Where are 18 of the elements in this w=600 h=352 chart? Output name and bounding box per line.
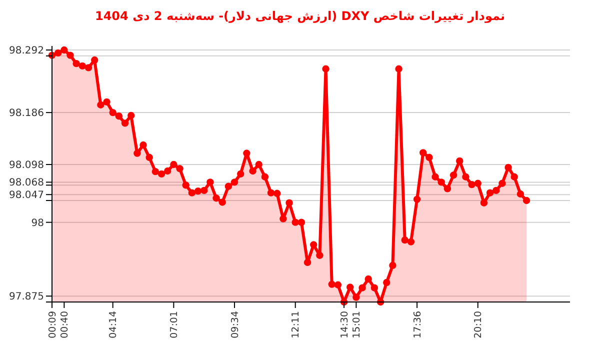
x-tick-label: 00:40 [59,311,70,338]
x-tick-label: 09:34 [230,311,241,338]
x-tick-label: 04:14 [108,311,120,338]
x-tick-label: 14:30 [339,311,350,338]
y-tick-label: 98.047 [9,190,44,202]
y-tick-label: 98.186 [9,108,44,120]
x-tick-label: 12:11 [290,311,302,338]
y-tick-label: 98.068 [9,178,44,189]
x-tick-label: 17:36 [412,311,424,338]
x-tick-label: 15:01 [352,311,363,338]
y-tick-label: 98 [31,218,44,229]
y-tick-label: 98.292 [9,46,44,56]
x-tick-label: 07:01 [169,311,180,338]
chart-title: نمودار تغییرات شاخص DXY (ارزش جهانی دلار)- سه‌شنبه 2 دی 1404 [94,9,506,23]
y-tick-label: 98.098 [9,160,44,171]
y-tick-label: 97.875 [9,292,44,303]
x-tick-label: 20:10 [473,311,484,338]
x-tick-label: 00:09 [47,311,58,338]
